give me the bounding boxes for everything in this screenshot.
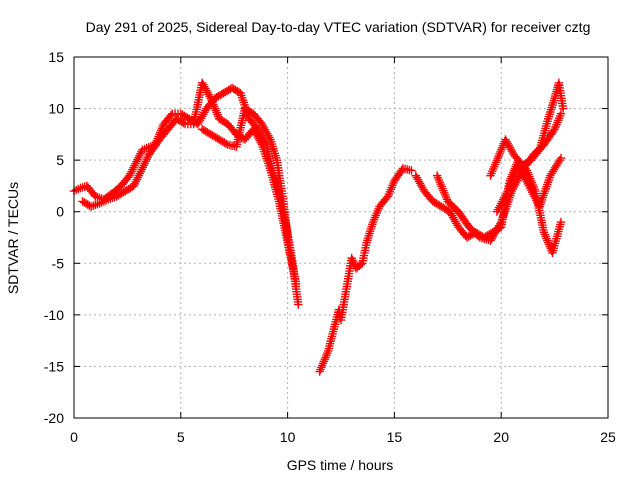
data-points	[69, 78, 568, 376]
x-tick-label: 0	[70, 429, 78, 445]
x-tick-label: 15	[387, 429, 403, 445]
x-axis-label: GPS time / hours	[287, 457, 394, 473]
plot-frame	[73, 56, 609, 419]
y-tick-label: -5	[52, 255, 65, 271]
y-tick-label: -20	[44, 410, 64, 426]
data-point	[291, 279, 301, 289]
y-tick-label: 0	[56, 204, 64, 220]
x-tick-label: 25	[600, 429, 616, 445]
data-point	[407, 166, 416, 175]
y-axis-label: SDTVAR / TECUs	[5, 182, 21, 294]
axis-ticks: 0 5 10 15 20 25 15 10 5 0 -5 -10 -15 -20	[44, 49, 616, 445]
data-point	[556, 109, 566, 118]
data-point	[294, 300, 303, 309]
data-point	[285, 248, 294, 258]
data-point	[556, 153, 566, 163]
data-point	[556, 217, 566, 227]
y-tick-label: -10	[44, 307, 64, 323]
chart-title: Day 291 of 2025, Sidereal Day-to-day VTE…	[86, 19, 591, 35]
y-tick-label: 15	[48, 49, 64, 65]
grid-lines	[74, 57, 608, 418]
x-tick-label: 20	[493, 429, 509, 445]
y-tick-label: 10	[48, 101, 64, 117]
data-point	[558, 104, 568, 113]
y-tick-label: -15	[44, 358, 64, 374]
x-tick-label: 5	[177, 429, 185, 445]
y-tick-label: 5	[56, 152, 64, 168]
x-tick-label: 10	[280, 429, 296, 445]
